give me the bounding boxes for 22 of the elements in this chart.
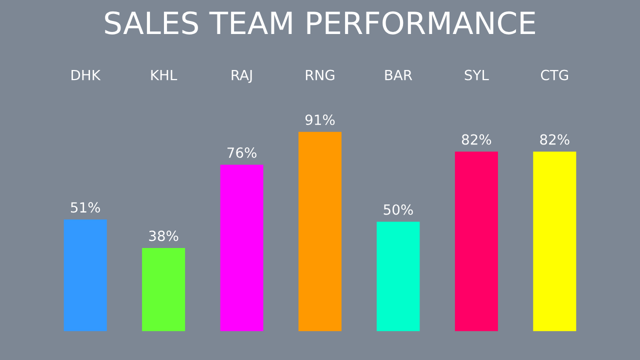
data-label: 82%	[462, 134, 492, 145]
bar	[64, 220, 107, 332]
bar	[298, 132, 342, 332]
bar	[220, 164, 264, 332]
data-label: 91%	[305, 114, 335, 126]
bar	[454, 152, 498, 332]
x-tick-label: SYL	[464, 70, 489, 80]
x-tick-label: BAR	[385, 70, 412, 80]
data-label: 38%	[149, 230, 178, 242]
x-tick-label: RAJ	[232, 70, 252, 83]
bar	[376, 222, 420, 332]
x-tick-label: KHL	[151, 70, 178, 80]
data-label: 82%	[540, 134, 570, 145]
chart-title: SALES TEAM PERFORMANCE	[105, 11, 535, 34]
data-label: 50%	[384, 204, 413, 215]
x-tick-label: RNG	[306, 70, 334, 80]
bar	[533, 152, 576, 332]
x-tick-label: DHK	[72, 70, 101, 80]
data-label: 76%	[227, 147, 256, 158]
bar	[142, 248, 186, 332]
x-tick-label: CTG	[540, 70, 568, 80]
data-label: 51%	[70, 202, 100, 213]
